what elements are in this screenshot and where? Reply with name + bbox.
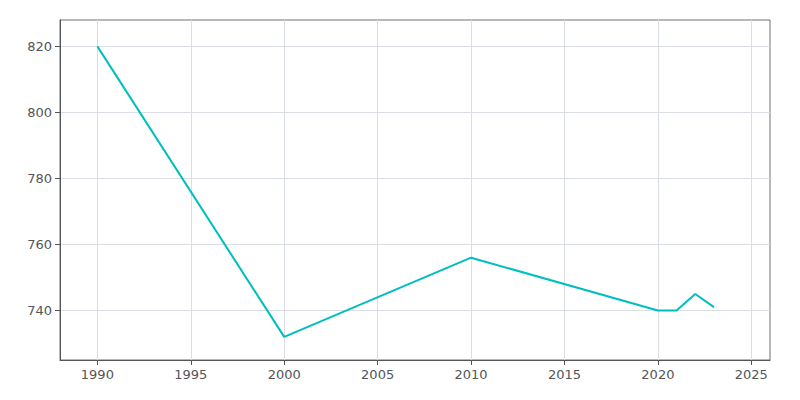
- svg-text:2025: 2025: [735, 367, 768, 382]
- svg-text:740: 740: [27, 303, 52, 318]
- svg-text:800: 800: [27, 105, 52, 120]
- svg-text:1995: 1995: [174, 367, 207, 382]
- svg-text:1990: 1990: [81, 367, 114, 382]
- svg-text:760: 760: [27, 237, 52, 252]
- svg-text:2010: 2010: [455, 367, 488, 382]
- svg-text:2000: 2000: [268, 367, 301, 382]
- svg-text:2015: 2015: [548, 367, 581, 382]
- svg-text:820: 820: [27, 39, 52, 54]
- svg-text:2005: 2005: [361, 367, 394, 382]
- svg-text:780: 780: [27, 171, 52, 186]
- svg-text:2020: 2020: [641, 367, 674, 382]
